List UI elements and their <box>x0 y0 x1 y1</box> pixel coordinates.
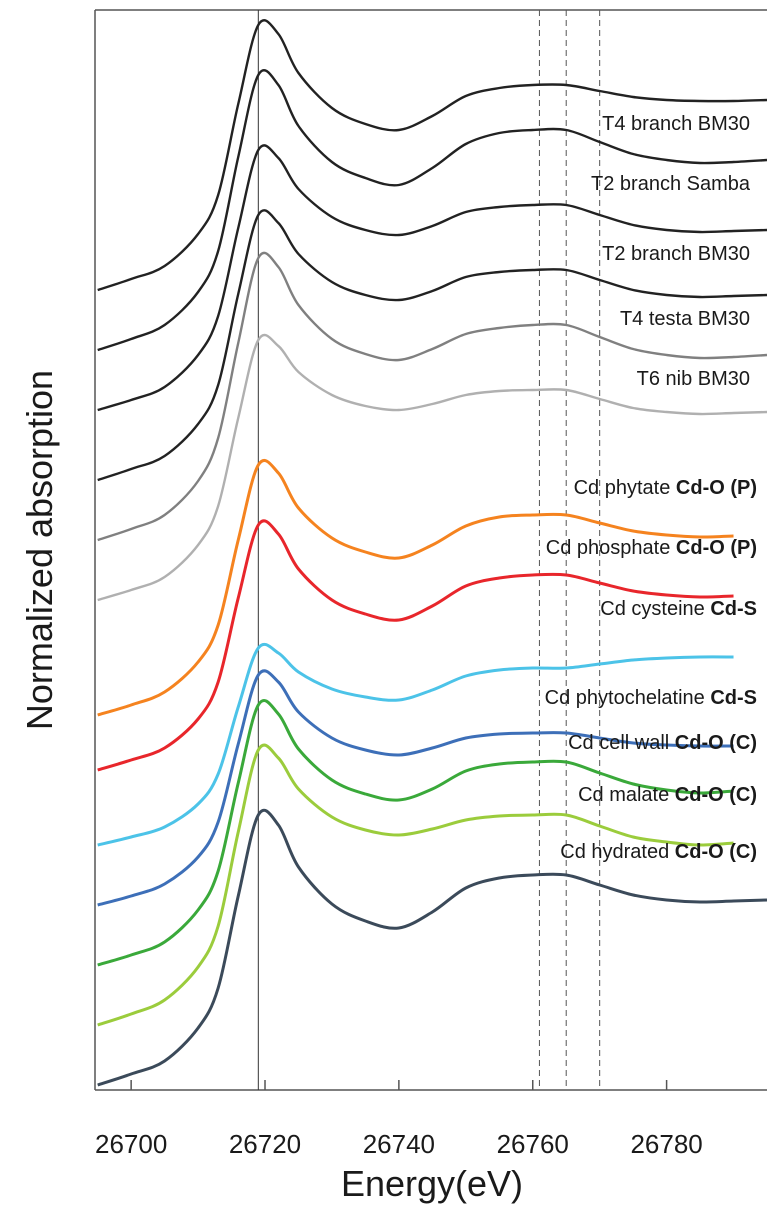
series-name: Cd malate <box>578 784 669 806</box>
series-name: Cd cell wall <box>568 732 669 754</box>
series-name: T6 nib BM30 <box>637 368 750 390</box>
series-ligand: Cd-O (P) <box>676 537 757 559</box>
series-ligand: Cd-S <box>710 598 757 620</box>
spectrum-line <box>97 642 734 847</box>
series-name: Cd hydrated <box>560 841 669 863</box>
spectrum-line <box>97 251 767 542</box>
series-label: Cd malate Cd-O (C) <box>578 784 757 806</box>
series-label: T6 nib BM30 <box>637 368 750 390</box>
spectrum-line <box>97 699 734 967</box>
series-ligand: Cd-O (C) <box>675 732 757 754</box>
series-label: Cd cysteine Cd-S <box>600 598 757 620</box>
series-name: T4 branch BM30 <box>602 113 750 135</box>
series-label: T4 testa BM30 <box>620 308 750 330</box>
series-name: Cd phosphate <box>546 537 671 559</box>
series-name: T2 branch BM30 <box>602 243 750 265</box>
x-tick-label: 26740 <box>363 1129 435 1159</box>
series-label: T2 branch BM30 <box>602 243 750 265</box>
spectrum-line <box>97 69 767 352</box>
series-name: Cd cysteine <box>600 598 705 620</box>
series-ligand: Cd-O (C) <box>675 841 757 863</box>
spectrum-line <box>97 333 767 602</box>
spectrum-line <box>97 459 734 717</box>
y-axis-title: Normalized absorption <box>19 370 60 730</box>
spectrum-line <box>97 808 767 1087</box>
series-label: T4 branch BM30 <box>602 113 750 135</box>
series-label: Cd phytate Cd-O (P) <box>574 477 757 499</box>
x-tick-label: 26700 <box>95 1129 167 1159</box>
spectrum-line <box>97 669 734 907</box>
series-name: Cd phytochelatine <box>545 687 705 709</box>
x-tick-label: 26720 <box>229 1129 301 1159</box>
spectrum-line <box>97 209 767 482</box>
series-name: Cd phytate <box>574 477 671 499</box>
x-tick-label: 26780 <box>630 1129 702 1159</box>
spectrum-line <box>97 519 734 772</box>
series-label: Cd phytochelatine Cd-S <box>545 687 757 709</box>
series-ligand: Cd-S <box>710 687 757 709</box>
series-ligand: Cd-O (P) <box>676 477 757 499</box>
spectrum-line <box>97 144 767 412</box>
spectrum-line <box>97 743 734 1027</box>
series-label: Cd phosphate Cd-O (P) <box>546 537 757 559</box>
series-label: Cd cell wall Cd-O (C) <box>568 732 757 754</box>
x-tick-label: 26760 <box>497 1129 569 1159</box>
series-label: Cd hydrated Cd-O (C) <box>560 841 757 863</box>
spectrum-line <box>97 19 767 292</box>
x-axis-title: Energy(eV) <box>341 1163 523 1204</box>
series-ligand: Cd-O (C) <box>675 784 757 806</box>
series-name: T2 branch Samba <box>591 173 751 195</box>
series-name: T4 testa BM30 <box>620 308 750 330</box>
series-label: T2 branch Samba <box>591 173 751 195</box>
